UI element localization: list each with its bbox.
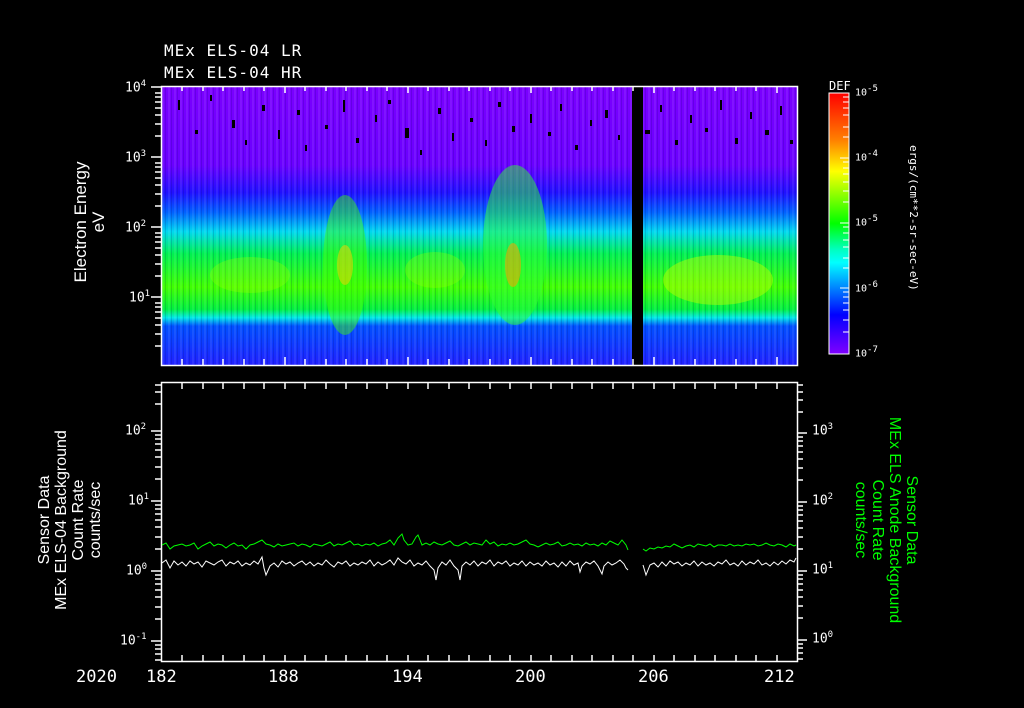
bottom-right-ylabel: Sensor Data MEx ELS Anode Background Cou… [852,390,920,650]
bottom-right-ytick-1e2: 102 [812,492,834,509]
electron-energy-label: Electron Energy [71,161,90,283]
left-label-line-2: MEx ELS-04 Background [53,430,70,610]
x-label-194: 194 [392,667,423,687]
data-gap [632,87,643,365]
count-rate-panel [160,381,799,663]
ev-unit-label: eV [89,211,108,233]
top-ytick-1e4: 104 [125,79,147,96]
colorbar-unit-label: ergs/(cm**2-sr-sec-eV) [907,145,920,291]
top-ytick-1e3: 103 [125,149,147,166]
bottom-left-ytick-1e2: 102 [125,422,147,439]
top-ytick-1e1: 101 [129,289,151,306]
bottom-left-ytick-1e0: 100 [126,562,148,579]
right-label-line-2: MEx ELS Anode Background [886,416,903,624]
right-label-line-4: counts/sec [852,481,869,559]
x-label-200: 200 [515,667,546,687]
bottom-right-ytick-1e1: 101 [812,561,834,578]
left-label-line-3: Count Rate [70,479,87,561]
left-label-line-1: Sensor Data [36,475,53,565]
cb-tick-2: 10-4 [855,149,878,164]
plot-title-lr: MEx ELS-04 LR [164,41,303,60]
bottom-right-ytick-1e3: 103 [812,422,834,439]
bottom-left-ylabel: Sensor Data MEx ELS-04 Background Count … [36,400,104,640]
cb-tick-bottom: 10-7 [855,345,878,360]
anode-background-line [161,533,629,551]
top-ylabel: Electron Energy eV [71,142,108,302]
colorbar-title: DEF [829,79,851,93]
x-label-206: 206 [638,667,669,687]
left-label-line-4: counts/sec [87,481,104,559]
cb-tick-top: 10-5 [855,84,878,99]
top-ytick-1e2: 102 [125,219,147,236]
x-label-188: 188 [268,667,299,687]
plot-title-hr: MEx ELS-04 HR [164,63,303,82]
els04-background-line [161,555,629,581]
bottom-left-ytick-1e-1: 10-1 [120,632,147,649]
right-label-line-1: Sensor Data [903,475,920,565]
x-label-212: 212 [764,667,795,687]
x-year-label: 2020 [76,667,117,687]
x-label-182: 182 [146,667,177,687]
cb-tick-4: 10-6 [855,280,878,295]
bottom-right-ytick-1e0: 100 [812,630,834,647]
bottom-left-ytick-1e1: 101 [128,492,150,509]
right-label-line-3: Count Rate [869,479,886,561]
cb-tick-3: 10-5 [855,214,878,229]
